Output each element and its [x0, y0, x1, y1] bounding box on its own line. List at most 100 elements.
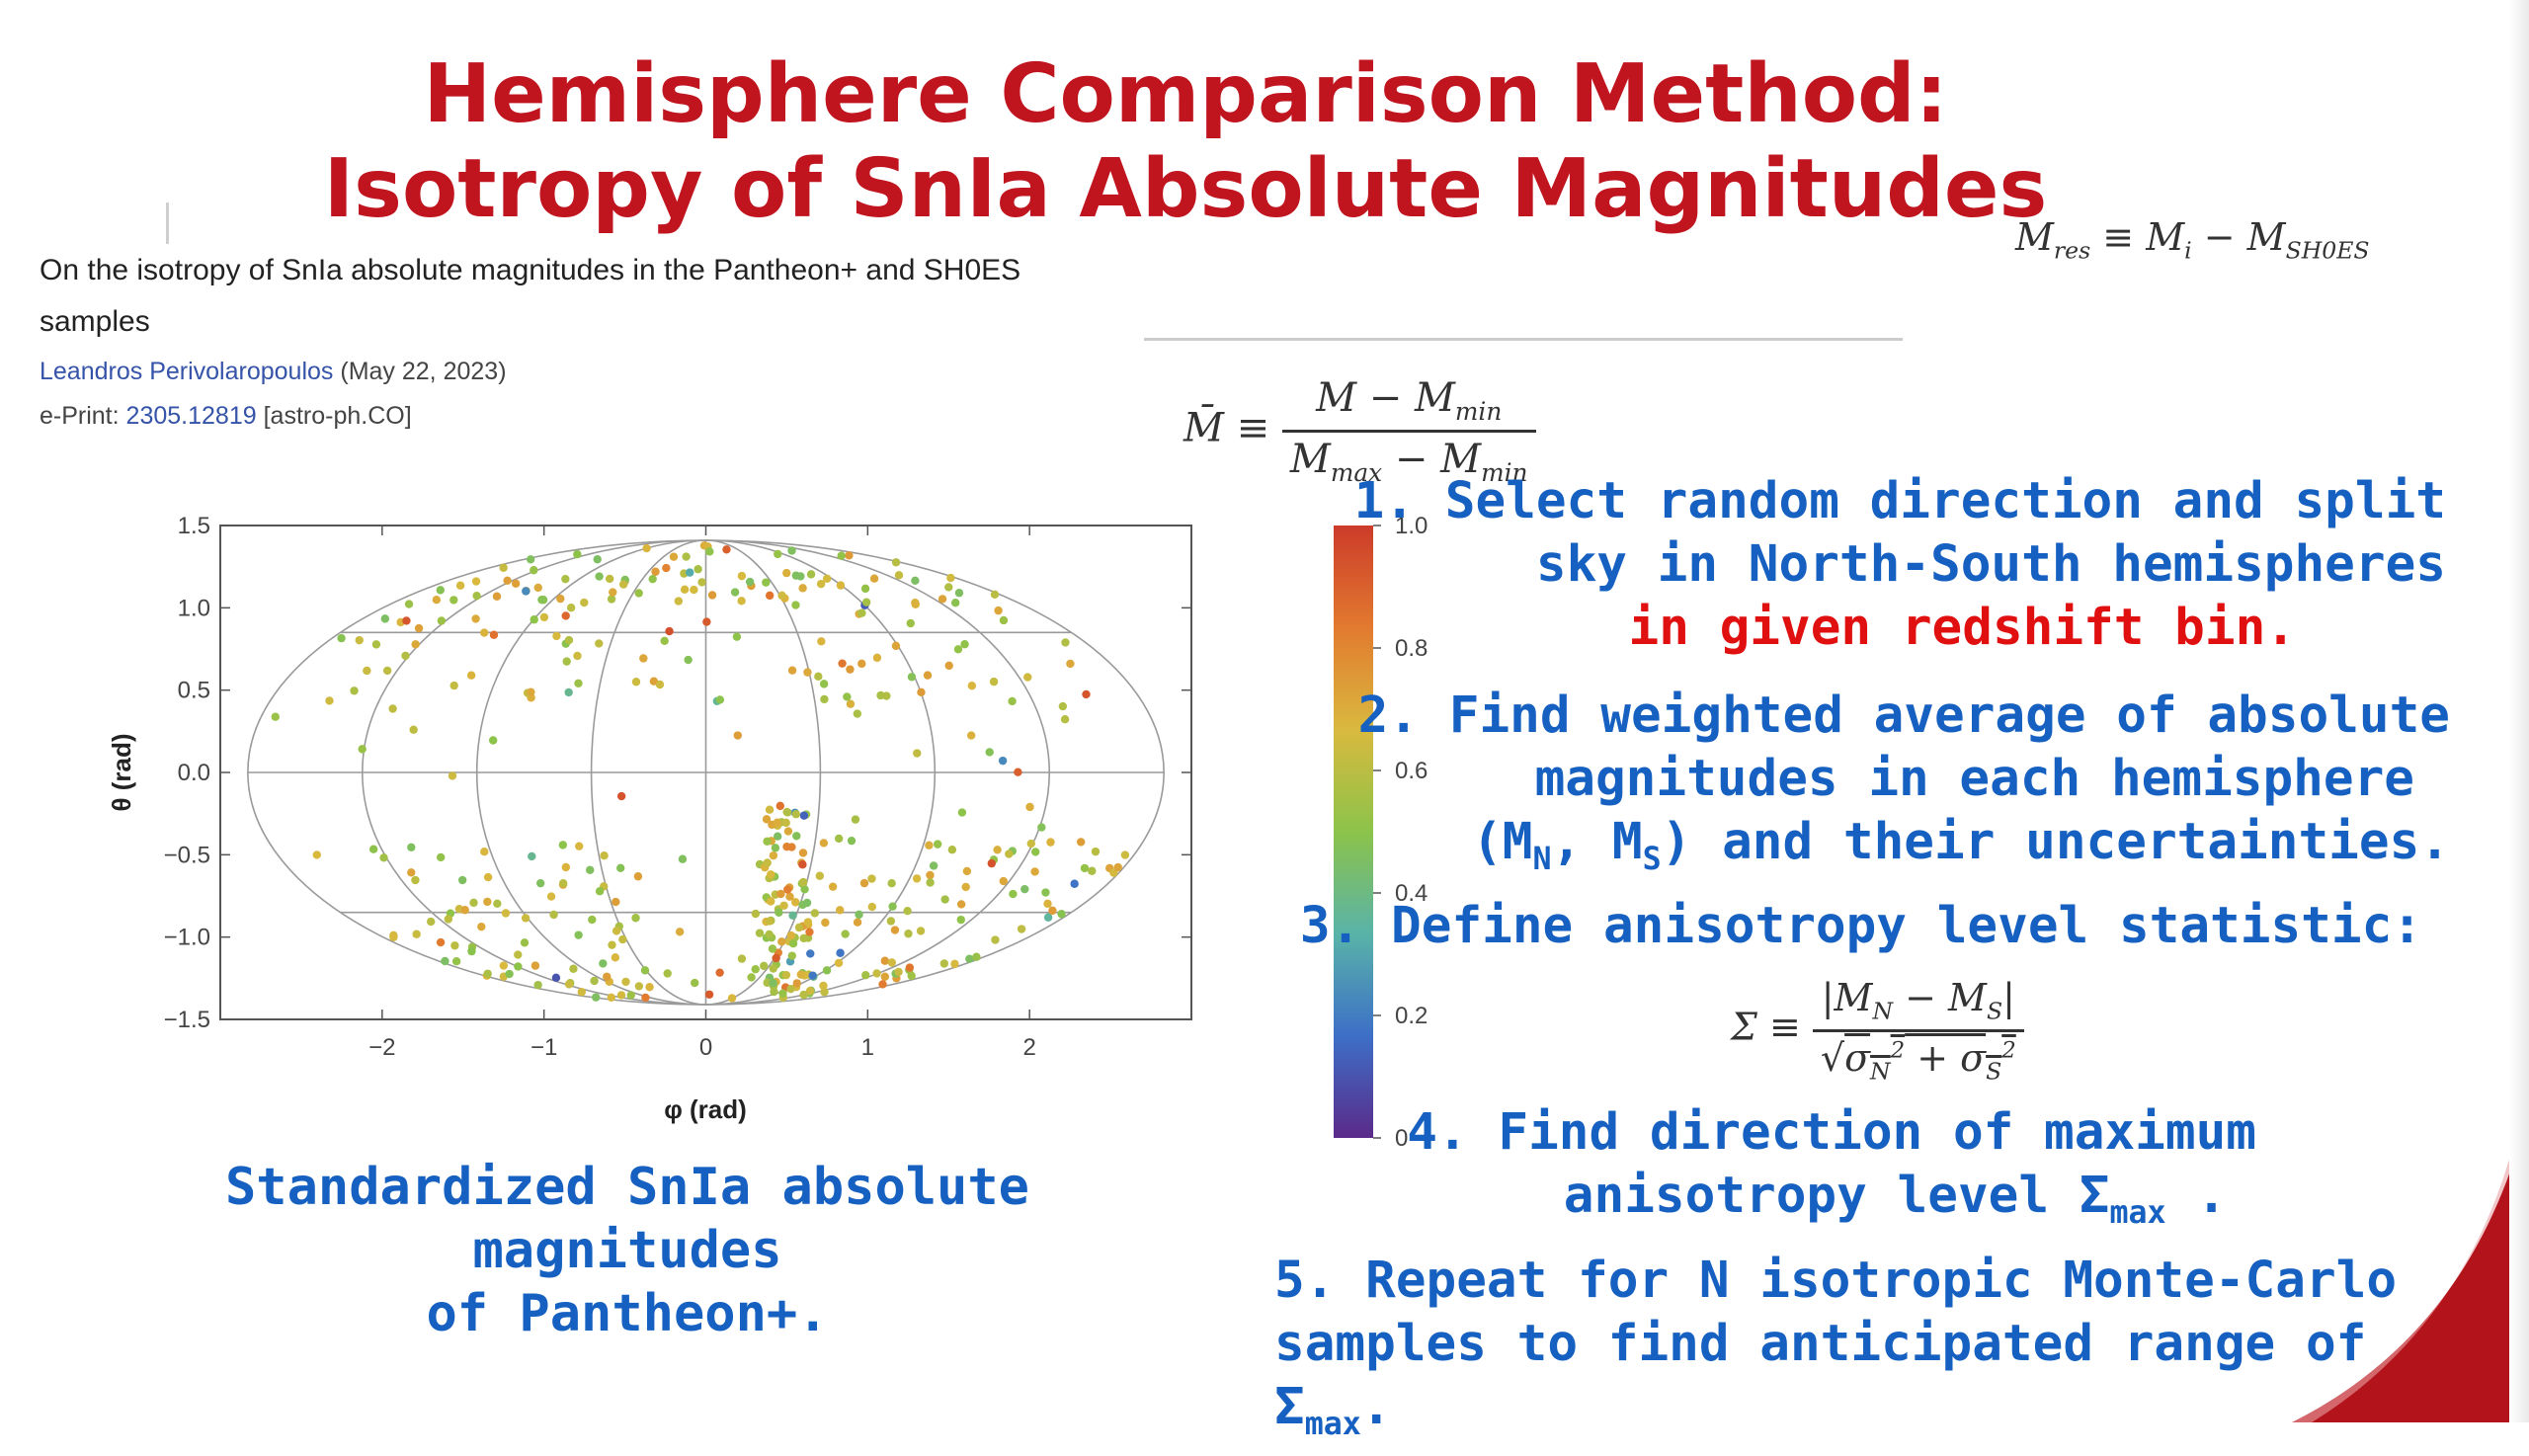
data-point: [533, 980, 542, 990]
data-point: [907, 971, 916, 981]
data-point: [880, 972, 889, 981]
data-point: [887, 878, 896, 888]
data-point: [479, 628, 489, 637]
data-point: [564, 980, 574, 989]
data-point: [794, 923, 804, 932]
data-point: [645, 983, 654, 992]
data-point: [768, 944, 777, 953]
data-point: [834, 958, 844, 968]
data-point: [799, 933, 808, 943]
data-point: [933, 840, 942, 849]
data-point: [846, 665, 855, 674]
data-point: [607, 595, 616, 604]
data-point: [574, 930, 583, 939]
data-point: [564, 635, 574, 645]
data-point: [634, 589, 643, 598]
data-point: [779, 901, 788, 910]
data-point: [799, 990, 808, 1000]
data-point: [904, 930, 913, 938]
data-point: [791, 601, 800, 609]
data-point: [882, 691, 891, 700]
data-point: [785, 892, 794, 901]
step-5-line1: 5. Repeat for N isotropic Monte-Carlo: [1274, 1252, 2398, 1310]
y-ticks: 1.5 1.0 0.5 0.0 −0.5 −1.0 −1.5: [164, 513, 1191, 1033]
data-point: [993, 846, 1002, 854]
data-point: [441, 956, 449, 966]
step-2-mid: , M: [1551, 813, 1643, 871]
data-point: [678, 854, 688, 863]
step-5-end: .: [1360, 1378, 1392, 1436]
data-point: [633, 872, 643, 881]
data-point: [1031, 848, 1040, 856]
data-point: [799, 811, 809, 820]
data-point: [1030, 867, 1039, 876]
data-point: [499, 563, 508, 572]
data-point: [538, 596, 548, 605]
data-point: [575, 842, 584, 850]
data-point: [783, 885, 792, 894]
data-point: [674, 597, 684, 606]
step-1-line2: sky in North-South hemispheres: [1535, 535, 2446, 594]
data-point: [574, 679, 583, 688]
x-tick-label: −2: [368, 1034, 395, 1061]
data-point: [798, 584, 807, 593]
caption-line1: Standardized SnIa absolute magnitudes: [225, 1158, 1029, 1280]
data-point: [821, 918, 830, 928]
data-point: [965, 954, 974, 963]
data-point: [999, 615, 1009, 625]
data-point: [561, 574, 570, 584]
data-point: [466, 671, 476, 680]
data-point: [1014, 768, 1022, 776]
data-point: [1080, 863, 1090, 873]
data-point: [1025, 802, 1034, 812]
data-point: [860, 584, 870, 594]
data-point: [788, 939, 798, 948]
data-point: [457, 875, 467, 885]
data-point: [774, 549, 782, 559]
data-point: [1043, 913, 1053, 922]
data-point: [814, 672, 823, 682]
data-point: [691, 978, 699, 988]
data-point: [747, 973, 756, 982]
data-point: [796, 970, 805, 979]
data-point: [480, 848, 489, 856]
data-point: [911, 576, 920, 586]
data-point: [605, 574, 614, 584]
data-point: [1023, 673, 1032, 682]
data-point: [704, 990, 714, 999]
author-link[interactable]: Leandros Perivolaropoulos: [40, 358, 334, 385]
eprint-link[interactable]: 2305.12819: [125, 402, 257, 430]
data-point: [776, 889, 785, 899]
data-point: [820, 988, 829, 997]
data-point: [409, 725, 418, 734]
data-point: [843, 692, 852, 701]
data-point: [684, 655, 693, 665]
data-point: [514, 962, 523, 971]
paper-title-line2: samples: [40, 305, 150, 338]
data-point: [939, 959, 949, 968]
data-point: [436, 586, 445, 595]
data-point: [715, 968, 724, 977]
data-point: [763, 837, 772, 846]
decorative-swoosh: [2292, 1067, 2529, 1422]
data-point: [767, 870, 775, 879]
data-point: [947, 846, 957, 854]
data-point: [953, 645, 963, 654]
paper-author-line: Leandros Perivolaropoulos (May 22, 2023): [40, 358, 1156, 386]
data-point: [580, 598, 589, 607]
data-point: [1008, 696, 1017, 706]
data-point: [950, 598, 960, 607]
data-point: [639, 654, 648, 663]
sub-max-4: max: [2109, 1195, 2166, 1232]
divider-line: [1144, 338, 1903, 341]
data-point: [680, 585, 690, 595]
data-point: [954, 589, 964, 598]
data-point: [1037, 823, 1046, 832]
data-point: [783, 827, 793, 836]
data-point: [660, 636, 669, 645]
scatter-chart: −2 −1 0 1 2 1.5 1.0 0.5 0.0 −0.5 −1.0 −1.5 φ (rad)…: [107, 513, 1192, 1124]
data-point: [621, 977, 630, 987]
data-point: [962, 866, 972, 876]
slide-edge-shadow: [2509, 0, 2529, 1422]
sigma-equation: Σ ≡ |MN − MS| √σN2 + σS2: [1731, 976, 2024, 1085]
